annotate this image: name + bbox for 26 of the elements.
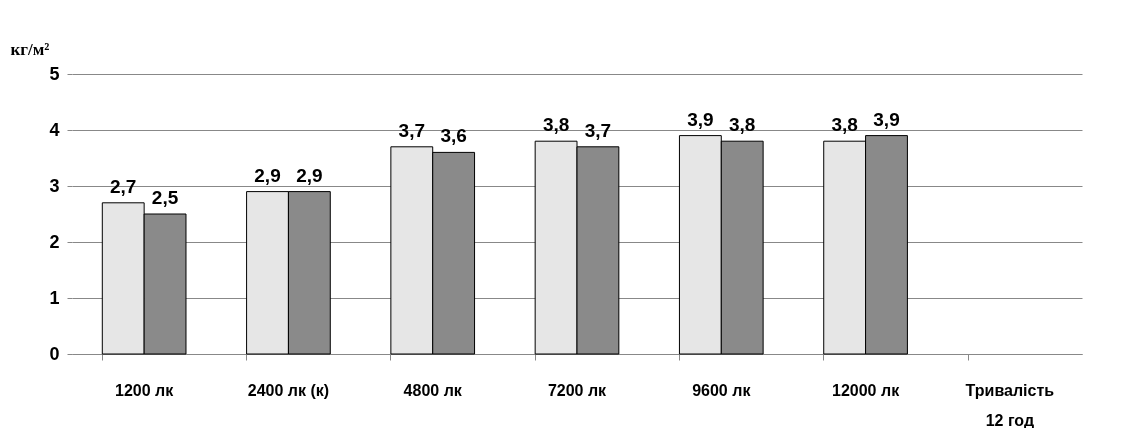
data-label: 3,6	[440, 125, 467, 147]
x-tick-label: 1200 лк	[115, 381, 175, 399]
data-label: 3,7	[584, 119, 612, 141]
x-tick-label: 9600 лк	[692, 381, 752, 399]
data-label: 2,5	[151, 187, 179, 208]
y-tick-label: 0	[49, 343, 60, 364]
x-tick-label: 7200 лк	[547, 381, 608, 399]
data-label: 3,9	[873, 108, 900, 130]
data-label: 3,9	[687, 108, 714, 130]
data-label: 2,9	[254, 164, 281, 186]
data-label: 2,7	[110, 175, 137, 197]
data-label: 3,8	[729, 114, 756, 136]
data-label: 3,7	[398, 119, 425, 141]
data-label: 3,8	[542, 114, 570, 136]
y-tick-label: 3	[49, 175, 60, 196]
y-tick-label: 5	[49, 63, 60, 84]
y-tick-label: 4	[49, 119, 60, 140]
data-label: 2,9	[296, 164, 323, 186]
y-tick-label: 2	[49, 231, 60, 252]
x-tick-label: 12000 лк	[832, 381, 901, 399]
x-tick-label: Тривалість 12 год	[965, 381, 1055, 428]
x-tick-label: 2400 лк (к)	[247, 381, 330, 399]
y-tick-label: 1	[49, 287, 60, 308]
x-tick-label: 4800 лк	[403, 381, 463, 399]
data-label: 3,8	[831, 114, 858, 136]
y-axis-title: кг/м²	[10, 39, 50, 59]
